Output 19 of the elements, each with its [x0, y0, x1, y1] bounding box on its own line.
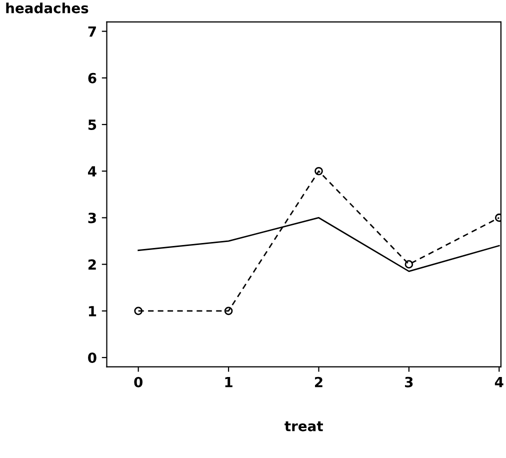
- point: [314, 166, 323, 176]
- y-tick-label: 3: [88, 212, 96, 224]
- x-tick-label: 4: [494, 377, 504, 388]
- y-tick-label: 5: [88, 120, 96, 130]
- y-axis-title: headaches: [6, 2, 88, 14]
- y-tick-label: 4: [88, 166, 96, 176]
- y-tick-label: 1: [88, 306, 96, 316]
- y-tick-label: 7: [88, 26, 96, 37]
- x-axis-title: treat: [284, 421, 323, 432]
- x-tick-label: 1: [225, 377, 232, 388]
- x-tick-label: 0: [134, 376, 143, 388]
- y-tick-label: 6: [88, 72, 96, 84]
- x-tick-label: 2: [315, 376, 322, 388]
- x-tick-label: 3: [405, 376, 413, 388]
- point: [134, 306, 143, 316]
- point: [224, 306, 233, 316]
- y-tick-label: 2: [88, 259, 96, 270]
- point: [404, 260, 414, 268]
- y-tick-label: 0: [88, 352, 96, 364]
